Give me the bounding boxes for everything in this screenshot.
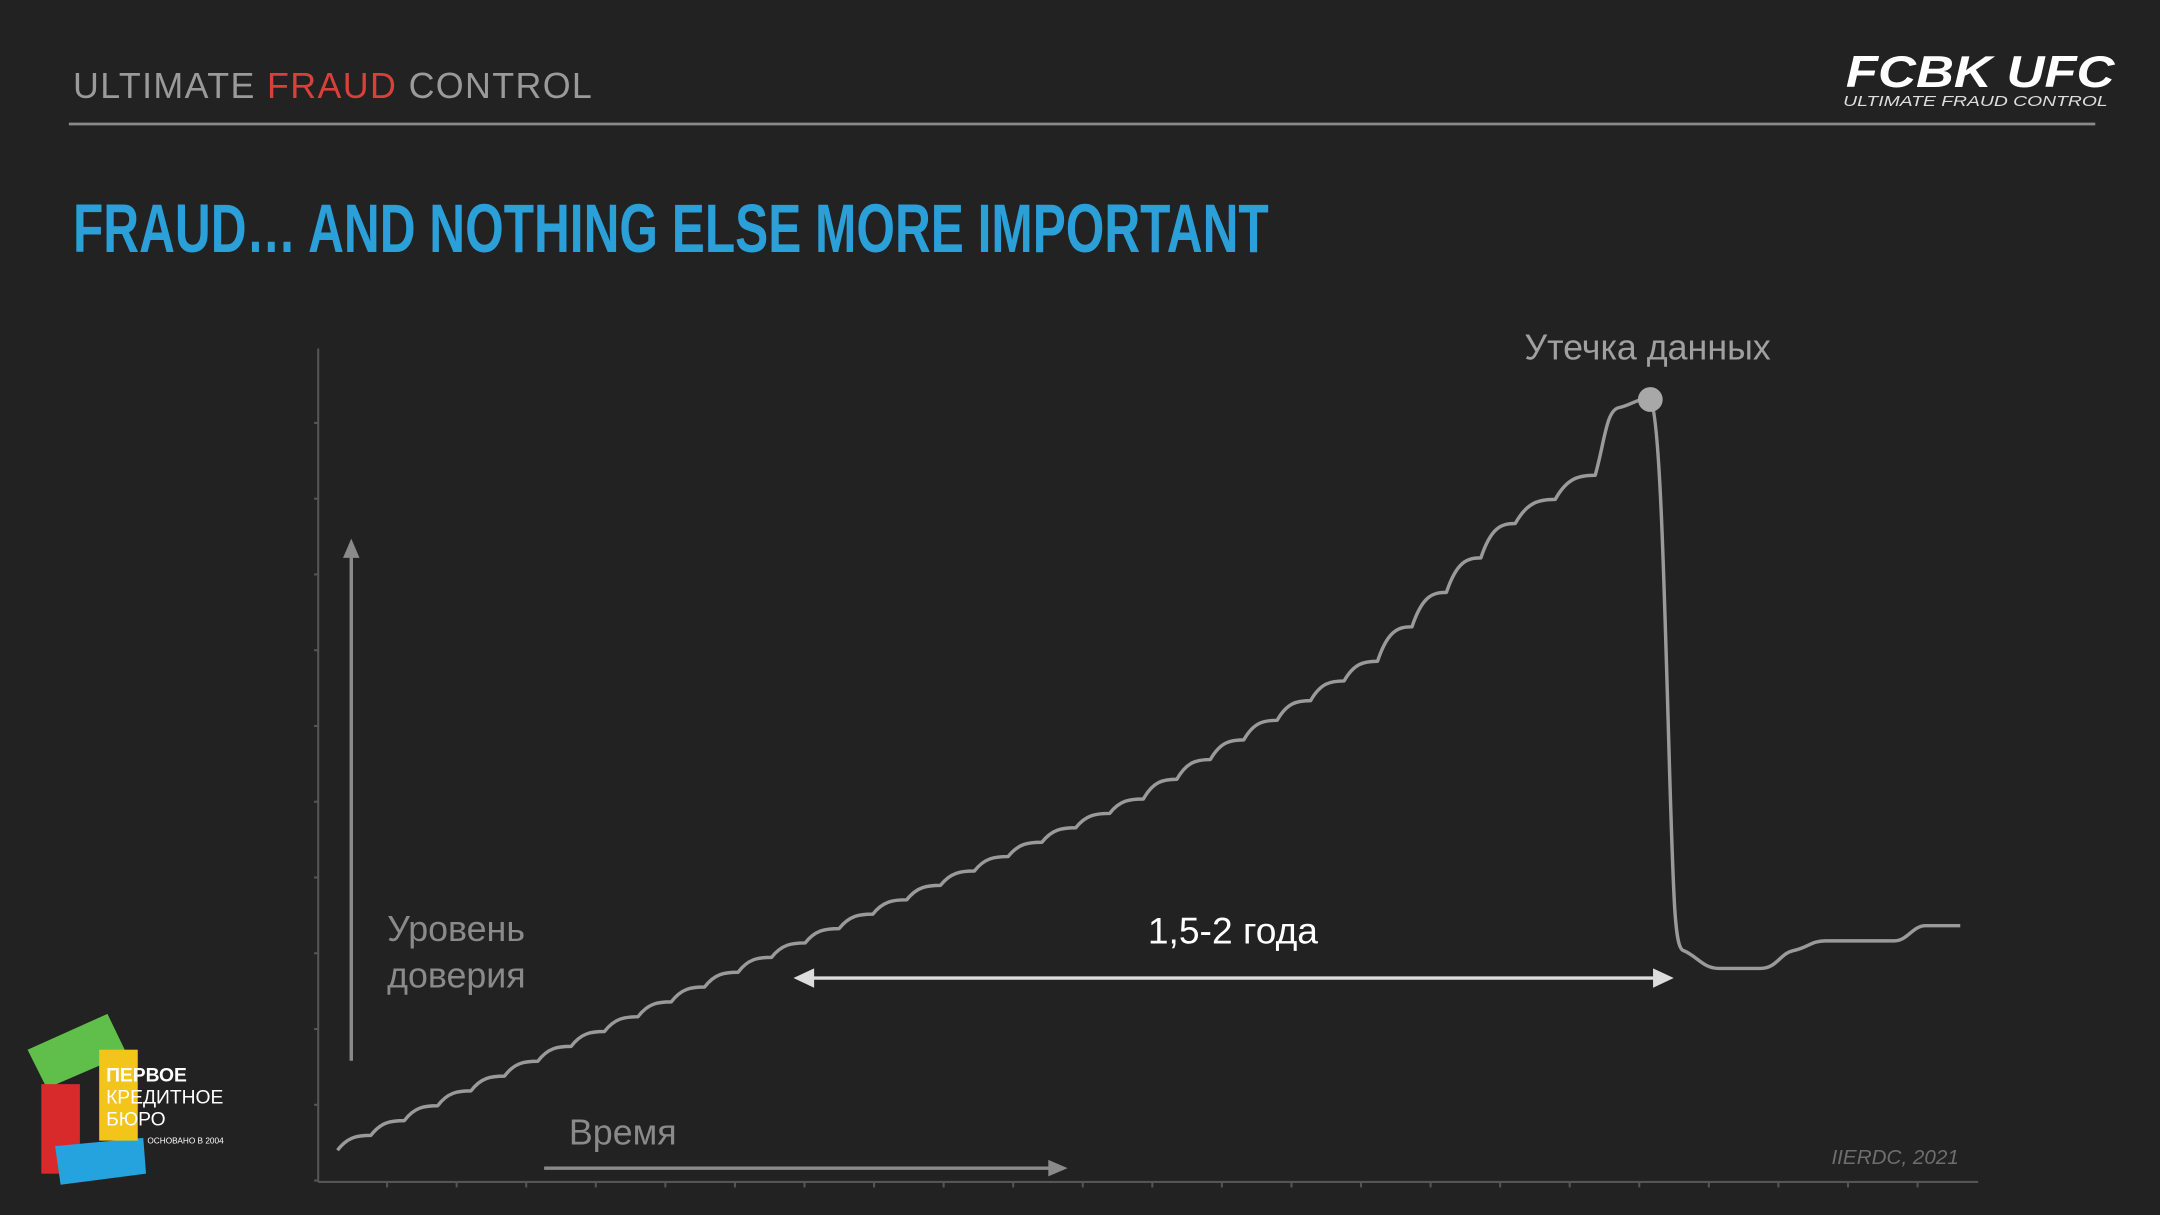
header-logo-subtitle: ULTIMATE FRAUD CONTROL <box>1843 93 2107 110</box>
peak-dot <box>1637 387 1663 412</box>
arrow-head <box>343 538 360 558</box>
logo-text: БЮРО <box>106 1109 166 1130</box>
logo-shape <box>55 1137 147 1185</box>
header-logo: FCBK UFC <box>1846 48 2116 97</box>
header-word: CONTROL <box>409 66 594 106</box>
duration-label: 1,5-2 года <box>1148 910 1318 952</box>
logo-shape <box>27 1013 127 1089</box>
header-word: FRAUD <box>267 66 397 106</box>
logo-text: КРЕДИТНОЕ <box>106 1087 223 1108</box>
y-arrow <box>343 538 360 1061</box>
header-word: ULTIMATE <box>73 66 256 106</box>
axes <box>314 348 1979 1188</box>
peak-label: Утечка данных <box>1524 328 1770 368</box>
arrow-head <box>1048 1159 1068 1177</box>
source-note: IIERDC, 2021 <box>1831 1146 1958 1169</box>
x-axis-label: Время <box>569 1113 677 1153</box>
arrow-head <box>793 968 815 988</box>
logo-tagline: ОСНОВАНО В 2004 <box>147 1136 224 1145</box>
arrow-head <box>1653 968 1674 988</box>
x-arrow <box>544 1159 1068 1177</box>
duration-arrow <box>793 968 1674 988</box>
logo-text: ПЕРВОЕ <box>106 1065 187 1086</box>
y-axis-label: Уровень <box>387 909 525 949</box>
header-title: ULTIMATE FRAUD CONTROL <box>73 66 593 106</box>
bureau-logo: ПЕРВОЕ КРЕДИТНОЕ БЮРО ОСНОВАНО В 2004 <box>27 1013 224 1185</box>
slide-title: FRAUD… AND NOTHING ELSE MORE IMPORTANT <box>73 190 1269 267</box>
y-axis-label: доверия <box>387 956 526 996</box>
logo-shape <box>99 1049 138 1141</box>
